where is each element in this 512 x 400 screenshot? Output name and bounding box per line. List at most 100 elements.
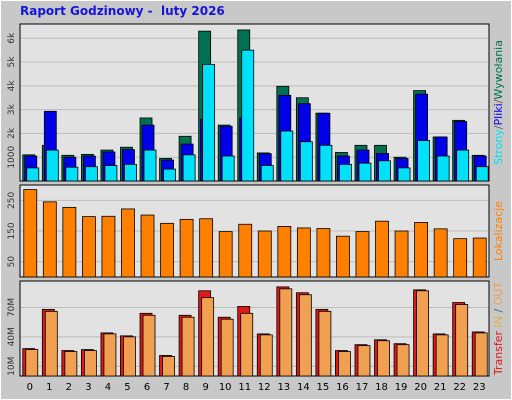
bar-strony (397, 167, 411, 182)
lokalizacje-ytick-label: 50 (7, 256, 17, 268)
bar-lokalizacje (179, 218, 194, 278)
bar-lokalizacje (414, 222, 429, 278)
bar-transfer-out (44, 310, 58, 377)
x-tick-label: 15 (317, 382, 330, 393)
bar-lokalizacje (472, 237, 487, 278)
x-tick-label: 0 (27, 382, 33, 393)
bar-transfer-out (455, 304, 469, 377)
bar-strony (358, 162, 372, 182)
hits-side-label-part: Wywołania (492, 40, 505, 100)
bar-transfer-out (83, 350, 97, 377)
bar-lokalizacje (160, 222, 174, 278)
x-tick-label: 5 (124, 382, 130, 393)
bar-lokalizacje (394, 230, 409, 278)
bar-strony (104, 165, 118, 182)
lokalizacje-ytick-label: 250 (7, 191, 17, 208)
transfer-side-label: Transfer IN / OUT (492, 282, 505, 377)
transfer-plot-area (19, 280, 490, 377)
bar-strony (143, 149, 157, 182)
transfer-side-label-part: OUT (492, 282, 505, 306)
bar-lokalizacje (81, 216, 96, 278)
bar-lokalizacje (218, 231, 233, 278)
bar-transfer-out (318, 310, 332, 377)
bar-strony (260, 165, 274, 182)
bar-lokalizacje (375, 220, 389, 278)
transfer-ytick-label: 10M (7, 357, 17, 376)
bar-lokalizacje (121, 208, 135, 278)
bar-lokalizacje (199, 218, 214, 278)
bar-transfer-out (162, 356, 175, 377)
hits-ytick-label: 2k (7, 127, 17, 139)
bar-lokalizacje (453, 238, 468, 278)
bar-strony (45, 149, 59, 182)
bar-transfer-out (435, 334, 449, 377)
bar-transfer-out (298, 294, 312, 377)
hits-ytick-label: 1000 (7, 145, 17, 168)
bar-lokalizacje (355, 231, 370, 278)
transfer-ytick-label: 40M (7, 327, 17, 346)
bar-transfer-out (377, 340, 390, 377)
x-tick-label: 9 (202, 382, 208, 393)
bar-lokalizacje (336, 235, 350, 278)
hits-plot-area (19, 23, 490, 182)
bar-strony (163, 168, 176, 182)
x-tick-label: 17 (356, 382, 369, 393)
bar-transfer-out (396, 344, 410, 377)
hits-side-label-part: Strony (492, 129, 505, 165)
lokalizacje-ytick-label: 150 (7, 222, 17, 239)
x-tick-label: 1 (46, 382, 52, 393)
x-tick-label: 7 (163, 382, 169, 393)
bar-strony (124, 163, 137, 182)
bar-strony (26, 167, 40, 182)
bar-lokalizacje (238, 223, 253, 278)
x-tick-label: 21 (434, 382, 447, 393)
bar-strony (378, 160, 391, 182)
hits-side-label-part: / (492, 99, 505, 103)
bar-strony (202, 64, 216, 182)
bar-lokalizacje (42, 201, 57, 278)
x-tick-label: 11 (238, 382, 251, 393)
bar-transfer-out (220, 318, 234, 377)
hits-ytick-label: 6k (7, 32, 17, 44)
hits-ytick-label: 3k (7, 103, 17, 115)
bar-transfer-out (259, 334, 273, 377)
transfer-side-label-part: Transfer (492, 330, 505, 376)
bar-strony (241, 49, 255, 182)
bar-transfer-out (474, 332, 488, 377)
x-tick-label: 2 (66, 382, 72, 393)
x-tick-label: 16 (336, 382, 349, 393)
bar-lokalizacje (62, 206, 77, 278)
transfer-side-label-part: IN (492, 316, 505, 327)
bar-strony (456, 149, 470, 182)
bar-strony (280, 130, 294, 182)
hits-side-label-part: / (492, 125, 505, 129)
bar-transfer-out (279, 288, 293, 377)
bar-transfer-out (103, 333, 117, 377)
bar-strony (339, 163, 352, 182)
hits-ytick-label: 5k (7, 56, 17, 68)
bar-lokalizacje (296, 227, 311, 278)
bar-strony (299, 141, 313, 182)
x-tick-label: 19 (395, 382, 408, 393)
bar-lokalizacje (433, 228, 448, 278)
x-tick-label: 3 (85, 382, 91, 393)
bar-lokalizacje (257, 230, 272, 278)
x-tick-label: 13 (277, 382, 290, 393)
bar-transfer-out (181, 316, 195, 377)
transfer-side-label-part: / (492, 305, 505, 316)
bar-transfer-out (142, 314, 156, 377)
bar-transfer-out (338, 351, 351, 377)
bar-lokalizacje (101, 215, 116, 278)
bar-strony (84, 166, 98, 182)
x-tick-label: 10 (219, 382, 232, 393)
x-tick-label: 18 (375, 382, 388, 393)
bar-strony (65, 166, 79, 182)
hits-side-label-part: Pliki (492, 103, 505, 125)
x-tick-label: 6 (144, 382, 150, 393)
bar-transfer-out (25, 349, 39, 377)
lokalizacje-side-label: Lokalizacje (492, 201, 505, 261)
bar-transfer-out (201, 297, 215, 377)
bar-transfer-out (123, 336, 136, 377)
bar-lokalizacje (23, 189, 38, 278)
